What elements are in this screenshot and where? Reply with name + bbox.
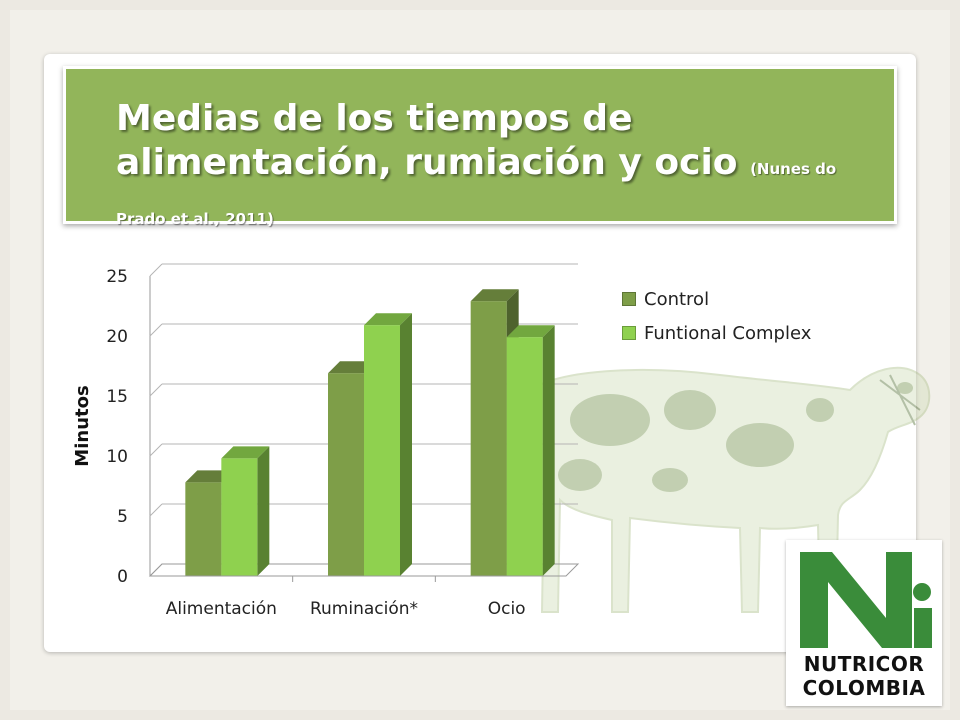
nutricor-logo: NUTRICOR COLOMBIA bbox=[786, 540, 942, 706]
bar-side-functional bbox=[257, 446, 270, 576]
bar-top-functional bbox=[364, 313, 412, 326]
logo-line2: COLOMBIA bbox=[802, 676, 926, 700]
gridline-side bbox=[149, 443, 163, 457]
bar-top-control bbox=[470, 289, 519, 302]
bar-control bbox=[470, 301, 507, 576]
legend-label-functional: Funtional Complex bbox=[644, 322, 812, 344]
bar-control bbox=[328, 373, 364, 576]
bar-chart: 0 5 10 15 20 25 Alimentación Ruminación* Ocio Min… bbox=[72, 263, 580, 619]
legend-swatch-functional bbox=[622, 326, 636, 340]
legend-label-control: Control bbox=[644, 288, 710, 310]
bar-functional bbox=[364, 325, 400, 576]
bar-functional bbox=[506, 337, 543, 576]
y-axis-label: Minutos bbox=[72, 385, 93, 466]
legend-item-control: Control bbox=[622, 282, 811, 316]
legend-swatch-control bbox=[622, 292, 636, 306]
y-tick-label: 5 bbox=[117, 507, 128, 527]
gridline-side bbox=[149, 503, 163, 517]
logo-n-icon bbox=[800, 552, 932, 648]
gridline-side bbox=[149, 263, 163, 277]
slide-title: Medias de los tiempos de alimentación, r… bbox=[116, 97, 876, 241]
slide-title-main: Medias de los tiempos de alimentación, r… bbox=[116, 98, 738, 183]
y-tick-label: 15 bbox=[106, 387, 128, 407]
legend-item-functional: Funtional Complex bbox=[622, 316, 811, 350]
slide-title-citation: (Nunes do Prado et al., 2011) bbox=[116, 160, 837, 228]
bar-top-functional bbox=[506, 325, 555, 338]
y-tick-label: 10 bbox=[106, 447, 128, 467]
x-tick-label: Alimentación bbox=[166, 599, 277, 619]
gridline-side bbox=[149, 323, 163, 337]
bar-side-functional bbox=[400, 313, 412, 576]
x-tick-label: Ocio bbox=[488, 599, 526, 619]
y-tick-label: 0 bbox=[117, 567, 128, 587]
bar-side-functional bbox=[542, 325, 555, 576]
x-tick-label: Ruminación* bbox=[310, 599, 418, 619]
bar-functional bbox=[221, 458, 258, 576]
gridline-side bbox=[149, 383, 163, 397]
y-tick-label: 25 bbox=[106, 267, 128, 287]
chart-legend: Control Funtional Complex bbox=[622, 282, 811, 350]
bar-top-functional bbox=[221, 446, 270, 459]
title-band: Medias de los tiempos de alimentación, r… bbox=[63, 66, 897, 228]
logo-line1: NUTRICOR bbox=[803, 652, 925, 676]
y-tick-label: 20 bbox=[106, 327, 128, 347]
bar-control bbox=[185, 482, 222, 576]
